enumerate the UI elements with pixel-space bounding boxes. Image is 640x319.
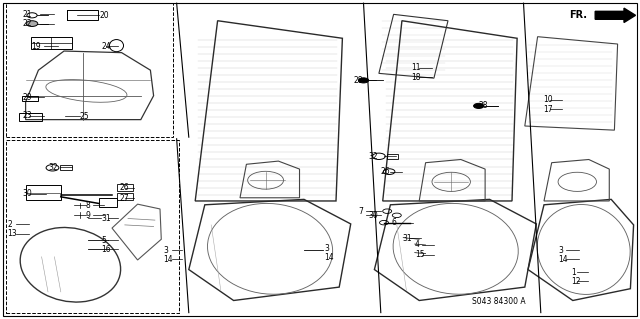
Text: 14: 14 — [324, 253, 334, 262]
Circle shape — [474, 103, 484, 108]
Text: 31: 31 — [101, 214, 111, 223]
Text: 6: 6 — [392, 218, 397, 227]
Text: 8: 8 — [85, 201, 90, 210]
Text: 30: 30 — [368, 211, 378, 220]
Text: 5: 5 — [101, 236, 106, 245]
Text: 31: 31 — [402, 234, 412, 243]
Text: 18: 18 — [412, 73, 421, 82]
Text: 13: 13 — [8, 229, 17, 238]
Text: 28: 28 — [353, 76, 363, 85]
Text: 14: 14 — [163, 255, 173, 264]
Text: 3: 3 — [163, 246, 168, 255]
Text: 30: 30 — [22, 189, 32, 198]
Text: 3: 3 — [324, 244, 330, 253]
Text: 21: 21 — [22, 10, 32, 19]
Text: 7: 7 — [358, 207, 364, 216]
Text: 29: 29 — [22, 93, 32, 102]
Text: 16: 16 — [101, 245, 111, 254]
Text: 12: 12 — [571, 277, 580, 286]
Text: 32: 32 — [48, 163, 58, 172]
Text: 19: 19 — [31, 42, 40, 51]
Text: 20: 20 — [99, 11, 109, 20]
Text: 14: 14 — [558, 255, 568, 264]
Text: 25: 25 — [80, 112, 90, 121]
Circle shape — [358, 78, 369, 83]
Text: S043 84300 A: S043 84300 A — [472, 297, 526, 306]
Text: 26: 26 — [381, 167, 390, 176]
Text: 24: 24 — [101, 42, 111, 51]
Text: 15: 15 — [415, 250, 424, 259]
Text: 9: 9 — [85, 211, 90, 219]
Text: 11: 11 — [412, 63, 421, 72]
Text: 10: 10 — [543, 95, 552, 104]
Text: 26: 26 — [120, 183, 129, 192]
Text: 1: 1 — [571, 268, 575, 277]
Text: 32: 32 — [368, 152, 378, 161]
Text: FR.: FR. — [570, 10, 588, 20]
Text: 28: 28 — [479, 101, 488, 110]
Text: 4: 4 — [415, 241, 420, 249]
Text: 27: 27 — [120, 194, 129, 203]
Text: 3: 3 — [558, 246, 563, 255]
Text: 22: 22 — [22, 19, 32, 28]
FancyArrow shape — [595, 8, 636, 23]
Text: 2: 2 — [8, 220, 12, 229]
Text: 23: 23 — [22, 111, 32, 120]
Circle shape — [26, 21, 38, 26]
Text: 17: 17 — [543, 105, 552, 114]
